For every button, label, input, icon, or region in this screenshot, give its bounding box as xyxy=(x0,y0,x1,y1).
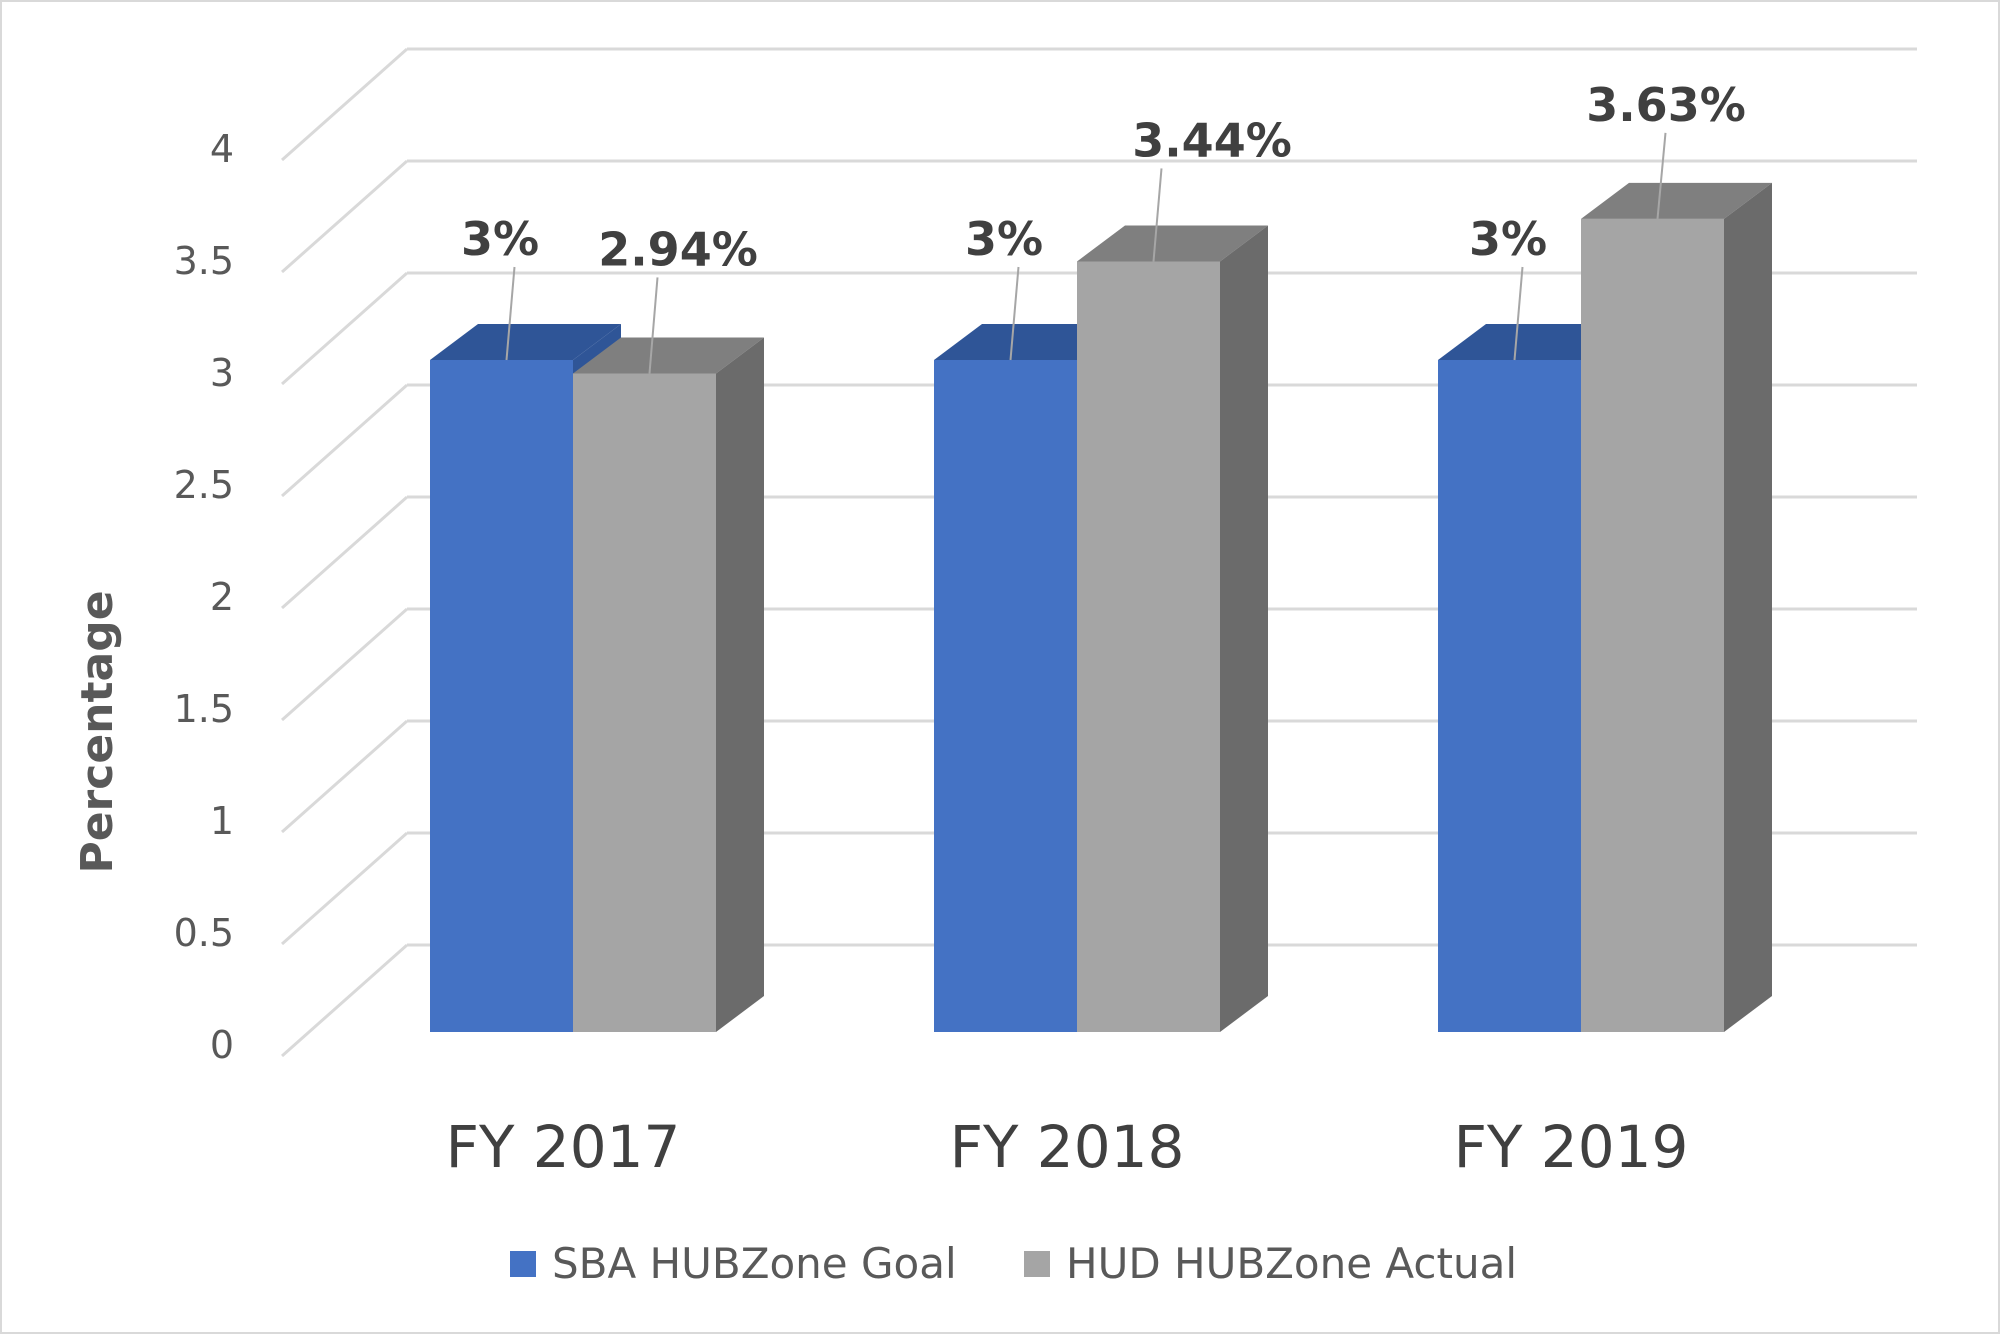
data-label: 3% xyxy=(461,212,539,266)
bar-top-face xyxy=(1581,182,1772,219)
legend-swatch xyxy=(1024,1251,1050,1277)
bar-side-face xyxy=(1724,182,1772,1032)
bar-actual-fy-2019 xyxy=(1581,218,1724,1032)
bar-goal-fy-2018 xyxy=(934,360,1077,1032)
bar-goal-fy-2019 xyxy=(1438,360,1581,1032)
bars xyxy=(430,182,1772,1032)
leader-line xyxy=(1513,266,1524,361)
y-tick-label: 1.5 xyxy=(174,687,234,731)
x-category-label: FY 2019 xyxy=(1454,1113,1689,1181)
leader-line xyxy=(1656,132,1667,219)
y-tick-label: 0.5 xyxy=(174,911,234,955)
y-axis-title: Percentage xyxy=(72,590,123,873)
data-label: 2.94% xyxy=(598,222,758,276)
bar-side-face xyxy=(716,337,764,1032)
y-tick-label: 1 xyxy=(210,799,234,843)
gridline-side xyxy=(281,495,408,610)
gridline-side xyxy=(281,607,408,722)
leader-line xyxy=(1009,266,1020,361)
data-label: 3.44% xyxy=(1132,113,1292,167)
leader-line xyxy=(505,266,516,361)
y-tick-label: 4 xyxy=(210,127,234,171)
legend-label: SBA HUBZone Goal xyxy=(552,1239,957,1288)
y-axis-ticks: 0 0.5 1 1.5 2 2.5 3 3.5 4 xyxy=(174,127,234,1067)
gridline-side xyxy=(281,831,408,946)
y-tick-label: 2.5 xyxy=(174,463,234,507)
gridline-side xyxy=(281,943,408,1058)
legend: SBA HUBZone Goal HUD HUBZone Actual xyxy=(510,1239,1517,1288)
bar-actual-fy-2018 xyxy=(1077,261,1220,1032)
y-tick-label: 3 xyxy=(210,351,234,395)
leader-line xyxy=(1152,168,1163,262)
bar-top-face xyxy=(573,337,764,374)
gridline-side xyxy=(281,159,408,274)
bar-top-face xyxy=(1077,225,1268,262)
data-label: 3.63% xyxy=(1586,78,1746,132)
y-tick-label: 0 xyxy=(210,1023,234,1067)
data-label: 3% xyxy=(1469,212,1547,266)
bar-actual-fy-2017 xyxy=(573,373,716,1032)
bar-top-face xyxy=(430,324,621,360)
y-tick-label: 2 xyxy=(210,575,234,619)
y-tick-label: 3.5 xyxy=(174,239,234,283)
gridline-side xyxy=(281,271,408,386)
bar-goal-fy-2017 xyxy=(430,360,573,1032)
gridline-side xyxy=(281,383,408,498)
x-category-label: FY 2017 xyxy=(446,1113,681,1181)
x-category-label: FY 2018 xyxy=(950,1113,1185,1181)
leader-lines xyxy=(505,132,1667,374)
data-labels: 3% 2.94% 3% 3.44% 3% 3.63% xyxy=(461,78,1746,277)
data-label: 3% xyxy=(965,212,1043,266)
legend-swatch xyxy=(510,1251,536,1277)
leader-line xyxy=(648,277,659,374)
bar-side-face xyxy=(1220,225,1268,1032)
legend-label: HUD HUBZone Actual xyxy=(1066,1239,1517,1288)
gridline-side xyxy=(281,719,408,834)
x-axis-categories: FY 2017 FY 2018 FY 2019 xyxy=(446,1113,1689,1181)
gridline-side xyxy=(281,47,408,162)
